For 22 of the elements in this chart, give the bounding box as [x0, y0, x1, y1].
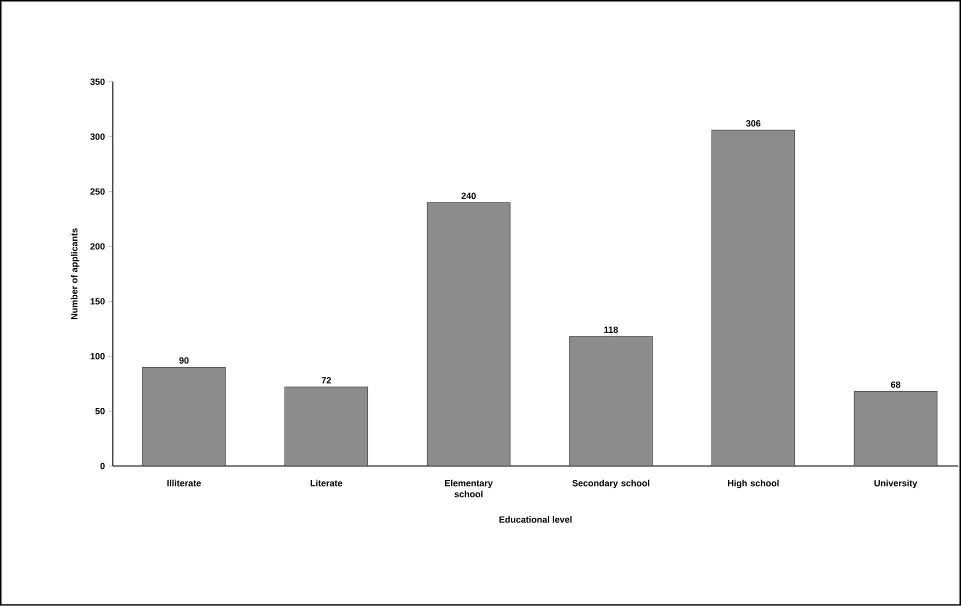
x-tick-label: Illiterate: [167, 480, 201, 486]
data-label: 306: [746, 120, 760, 127]
y-tick-label: 250: [90, 188, 105, 195]
x-tick-label: University: [874, 480, 918, 488]
x-tick-label: Literate: [310, 480, 342, 486]
y-axis-title: Number of applicants: [70, 228, 80, 320]
data-label: 118: [604, 326, 618, 334]
x-tick-label: Secondary school: [572, 480, 650, 488]
x-axis-title: Educational level: [499, 516, 572, 523]
x-tick-label: High school: [728, 480, 779, 488]
x-tick-label: Elementary school: [445, 480, 493, 498]
y-tick-label: 200: [90, 243, 105, 250]
data-label: 68: [890, 382, 900, 388]
data-label: 240: [461, 192, 476, 200]
y-tick-label: 150: [90, 298, 105, 305]
y-tick-label: 100: [90, 353, 105, 360]
y-tick-label: 0: [100, 462, 105, 470]
y-tick-label: 300: [90, 134, 105, 140]
data-label: 90: [179, 357, 189, 364]
data-label: 72: [322, 377, 331, 384]
y-tick-label: 350: [90, 78, 105, 86]
y-tick-label: 50: [95, 408, 105, 414]
